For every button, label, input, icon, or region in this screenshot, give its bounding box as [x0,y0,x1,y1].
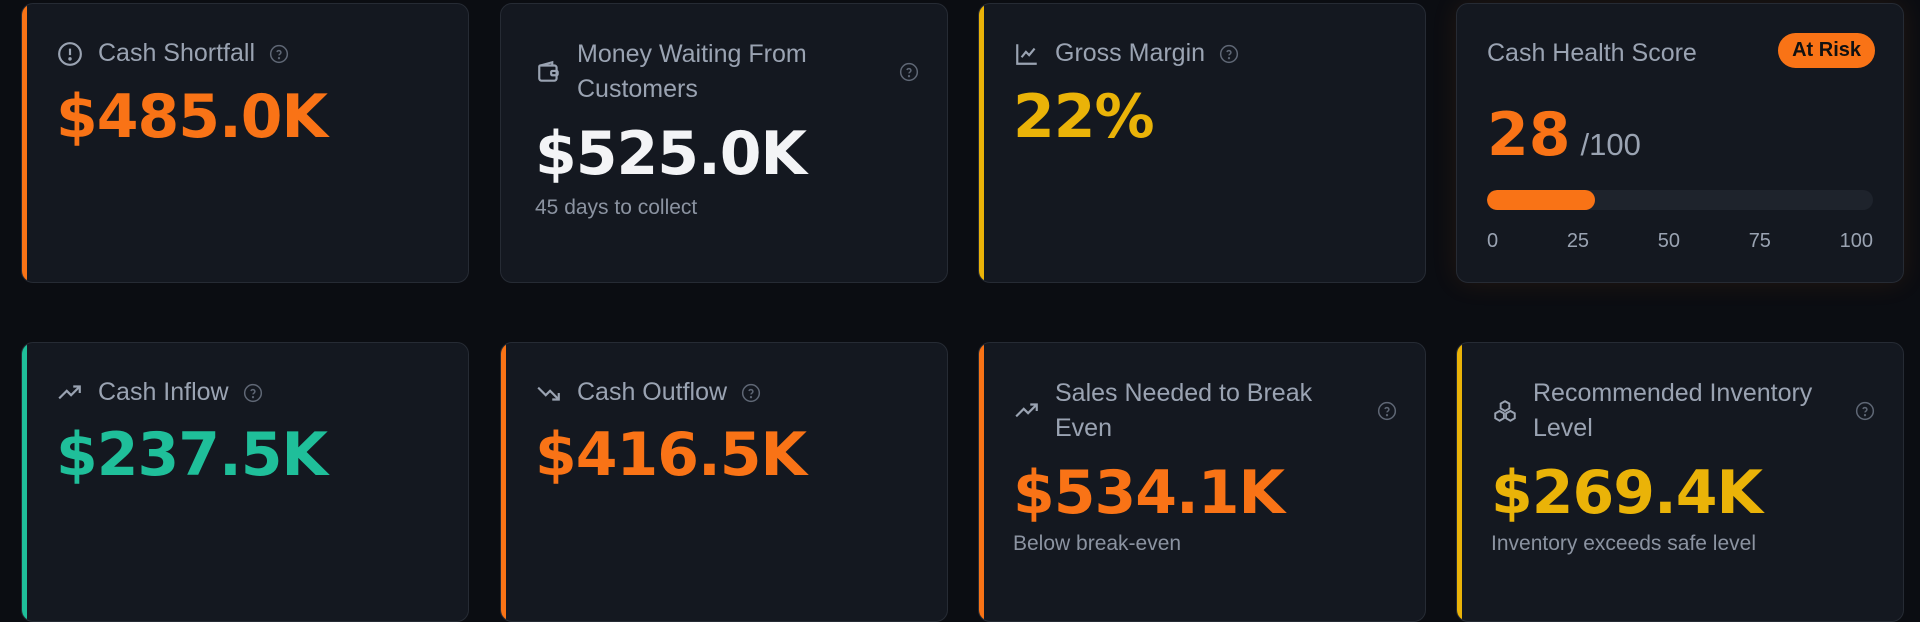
scale-tick: 75 [1748,230,1771,252]
help-circle-icon[interactable] [243,383,263,403]
card-cash-health-score: Cash Health Score At Risk 28 /100 0 25 5… [1456,3,1904,283]
card-title: Gross Margin [1055,39,1206,67]
help-circle-icon[interactable] [899,62,919,82]
card-subtitle: 45 days to collect [535,196,698,219]
scale-tick: 100 [1839,230,1873,252]
card-cash-inflow: Cash Inflow $237.5K [21,342,469,622]
help-circle-icon[interactable] [1855,401,1875,421]
card-value: $416.5K [535,420,807,490]
card-value: $525.0K [535,119,807,189]
card-value: $269.4K [1491,458,1763,528]
card-break-even: Sales Needed to Break Even $534.1K Below… [978,342,1426,622]
score-max: /100 [1580,127,1641,162]
help-circle-icon[interactable] [1219,44,1239,64]
help-circle-icon[interactable] [1377,401,1397,421]
scale-tick: 0 [1487,230,1499,252]
wallet-icon [535,58,563,86]
card-title: Cash Shortfall [98,39,256,67]
card-subtitle: Below break-even [1013,532,1182,555]
card-title: Sales Needed to Break Even [1055,379,1313,442]
trending-up-icon [56,379,84,407]
card-title: Money Waiting From Customers [577,40,807,103]
card-money-waiting: Money Waiting From Customers $525.0K 45 … [500,3,948,283]
card-cash-outflow: Cash Outflow $416.5K [500,342,948,622]
alert-circle-icon [56,40,84,68]
card-title: Recommended Inventory Level [1533,379,1813,442]
card-value: $485.0K [56,82,328,152]
scale-tick: 25 [1566,230,1590,252]
card-subtitle: Inventory exceeds safe level [1491,532,1756,555]
score-value: 28 [1487,100,1571,170]
trending-down-icon [535,379,563,407]
card-title: Cash Inflow [98,378,229,406]
scale-tick: 50 [1657,230,1680,252]
help-circle-icon[interactable] [741,383,761,403]
card-recommended-inventory: Recommended Inventory Level $269.4K Inve… [1456,342,1904,622]
card-value: $237.5K [56,420,328,490]
line-chart-icon [1013,40,1041,68]
status-badge: At Risk [1778,33,1875,68]
trending-up-icon [1013,397,1041,425]
card-gross-margin: Gross Margin 22% [978,3,1426,283]
score-progress-fill [1487,190,1596,210]
card-title: Cash Outflow [577,378,728,406]
score-scale: 0 25 50 75 100 [1487,230,1873,253]
card-title: Cash Health Score [1487,39,1697,67]
card-value: $534.1K [1013,458,1285,528]
score-progress-bar [1487,190,1873,210]
help-circle-icon[interactable] [269,44,289,64]
boxes-icon [1491,397,1519,425]
health-score: 28 /100 [1487,100,1641,170]
card-cash-shortfall: Cash Shortfall $485.0K [21,3,469,283]
card-value: 22% [1013,82,1155,152]
